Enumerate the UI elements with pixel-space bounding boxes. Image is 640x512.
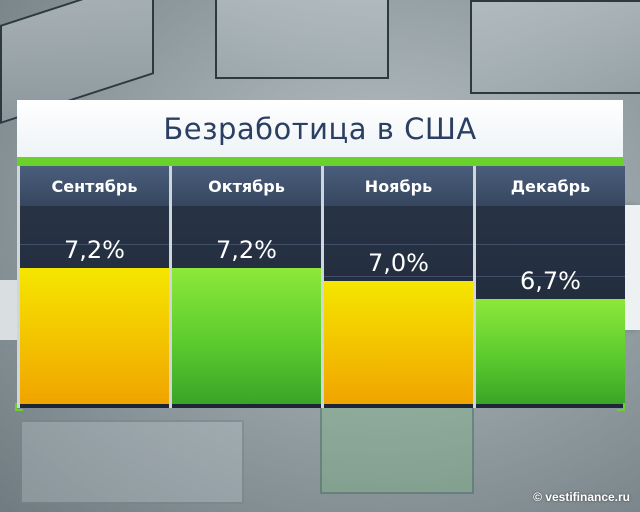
bar — [476, 299, 625, 404]
bar-column-2: Октябрь 7,2% — [172, 166, 321, 408]
background-pane — [320, 400, 474, 494]
category-label: Октябрь — [172, 166, 321, 206]
data-label: 7,0% — [368, 249, 429, 277]
data-label: 6,7% — [520, 267, 581, 295]
column-stripe — [20, 244, 169, 245]
data-label: 7,2% — [216, 236, 277, 264]
source-credit: © vestifinance.ru — [533, 490, 630, 504]
chart-title: Безработица в США — [163, 111, 477, 146]
chart-title-panel: Безработица в США — [17, 100, 623, 157]
bar-chart: Сентябрь 7,2% Октябрь 7,2% Ноябрь 7,0% Декабрь… — [17, 166, 625, 408]
column-stripe — [476, 244, 625, 245]
column-stripe — [476, 276, 625, 277]
category-label: Сентябрь — [20, 166, 169, 206]
frame-corner — [617, 403, 625, 411]
background-card — [0, 280, 18, 340]
data-label: 7,2% — [64, 236, 125, 264]
background-pane — [215, 0, 389, 79]
title-accent-bar — [17, 157, 623, 166]
column-stripe — [172, 244, 321, 245]
column-stripe — [324, 244, 473, 245]
bar — [20, 268, 169, 404]
bar-column-1: Сентябрь 7,2% — [20, 166, 169, 408]
bar — [324, 281, 473, 404]
background-pane — [470, 0, 640, 94]
category-label: Декабрь — [476, 166, 625, 206]
frame-corner — [15, 403, 23, 411]
bar-column-4: Декабрь 6,7% — [476, 166, 625, 408]
background-pane — [20, 420, 244, 504]
bar — [172, 268, 321, 404]
column-stripe — [324, 276, 473, 277]
category-label: Ноябрь — [324, 166, 473, 206]
bar-column-3: Ноябрь 7,0% — [324, 166, 473, 408]
